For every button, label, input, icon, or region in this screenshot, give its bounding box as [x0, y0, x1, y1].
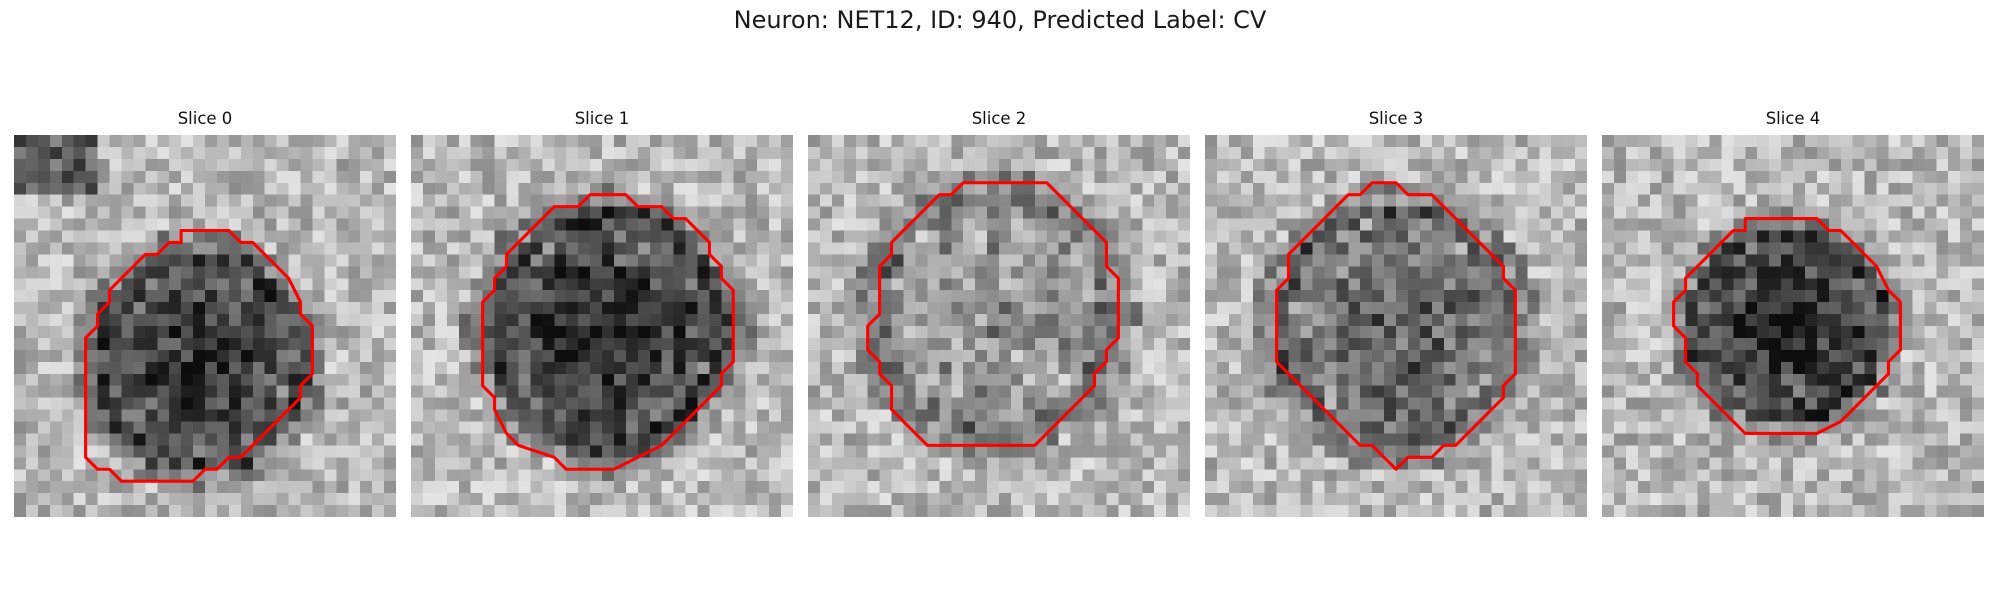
slice-title: Slice 4 — [1765, 109, 1821, 128]
slice-image — [411, 135, 793, 517]
slice-overlay — [1672, 217, 1902, 435]
slice-title: Slice 3 — [1368, 109, 1424, 128]
slice-panel-0: Slice 0 — [14, 108, 396, 517]
slice-image — [1205, 135, 1587, 517]
slice-title: Slice 1 — [574, 109, 630, 128]
slice-image — [1602, 135, 1984, 517]
slice-image — [14, 135, 396, 517]
roi-contour — [84, 228, 314, 483]
slice-overlay — [866, 181, 1120, 447]
slice-panel-4: Slice 4 — [1602, 108, 1984, 517]
roi-contour — [866, 181, 1120, 447]
slice-panel-2: Slice 2 — [808, 108, 1190, 517]
slice-title: Slice 0 — [177, 109, 233, 128]
roi-contour — [481, 193, 735, 471]
slice-panel-3: Slice 3 — [1205, 108, 1587, 517]
slice-overlay — [481, 193, 735, 471]
slice-overlay — [84, 228, 314, 483]
slice-panel-1: Slice 1 — [411, 108, 793, 517]
slice-image — [808, 135, 1190, 517]
figure-title: Neuron: NET12, ID: 940, Predicted Label:… — [733, 6, 1267, 34]
roi-contour — [1672, 217, 1902, 435]
slice-title: Slice 2 — [971, 109, 1027, 128]
roi-contour — [1275, 181, 1517, 471]
slice-overlay — [1275, 181, 1517, 471]
